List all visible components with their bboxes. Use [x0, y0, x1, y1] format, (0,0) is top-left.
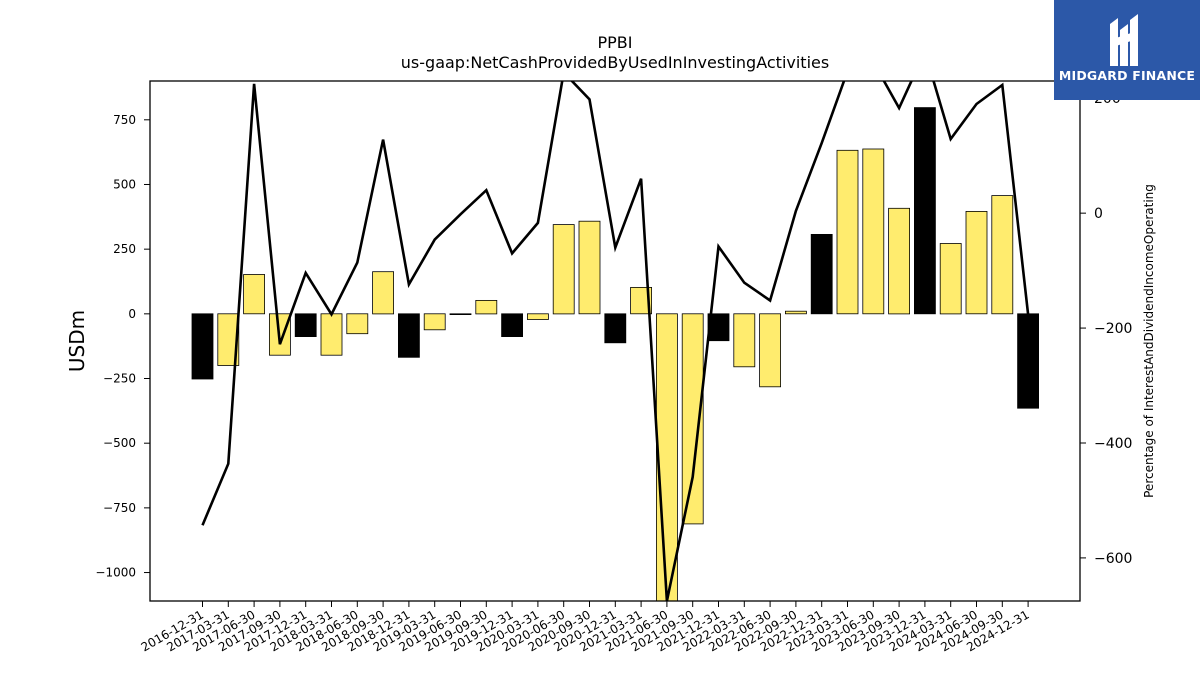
line-path [201, 81, 1030, 601]
y-tick-label: −250 [103, 372, 136, 386]
y-tick-label: 750 [113, 113, 136, 127]
bar-2017-03-31 [217, 313, 240, 366]
y2-tick-label: −400 [1094, 436, 1132, 452]
bar-2024-03-31 [939, 243, 962, 315]
bar-2017-06-30 [243, 274, 266, 315]
bar-series [191, 107, 1039, 601]
y2-tick-label: −600 [1094, 551, 1132, 567]
bar-2022-03-31 [733, 313, 756, 368]
bar-2022-09-30 [785, 310, 807, 315]
y-tick-label: −750 [103, 501, 136, 515]
y2-axis-label: Percentage of InterestAndDividendIncomeO… [1142, 184, 1156, 498]
bar-2020-09-30 [578, 220, 601, 315]
bar-2018-06-30 [346, 313, 369, 335]
chart-title: PPBI [598, 33, 633, 52]
line-series [201, 81, 1030, 601]
bar-2018-12-31 [397, 313, 420, 358]
y-tick-label: 500 [113, 177, 136, 191]
bar-2024-12-31 [1017, 313, 1039, 409]
y-tick-label: 250 [113, 242, 136, 256]
bar-2019-12-31 [501, 313, 524, 337]
y2-tick-label: 0 [1094, 206, 1103, 222]
bar-2022-12-31 [810, 233, 833, 315]
y-tick-label: −500 [103, 436, 136, 450]
bar-2019-03-31 [423, 313, 446, 331]
bar-2019-06-30 [449, 313, 472, 315]
bar-2020-03-31 [527, 313, 549, 320]
y-axis-label: USDm [65, 310, 89, 372]
bar-2020-12-31 [604, 313, 627, 344]
bar-2024-06-30 [965, 210, 988, 315]
bar-2023-09-30 [888, 207, 910, 315]
chart-subtitle: us-gaap:NetCashProvidedByUsedInInvesting… [401, 53, 829, 72]
bar-2017-12-31 [294, 313, 317, 337]
bar-2019-09-30 [475, 299, 498, 315]
watermark-logo: MIDGARD FINANCE [1054, 0, 1200, 100]
bar-2016-12-31 [191, 313, 214, 380]
x-axis: 2016-12-312017-03-312017-06-302017-09-30… [139, 601, 1032, 654]
bar-2021-09-30 [681, 313, 704, 525]
bar-2018-03-31 [320, 313, 343, 356]
bar-2021-12-31 [707, 313, 730, 342]
y-axis-right: −600−400−2000200 [1080, 91, 1132, 567]
bar-2021-03-31 [630, 286, 652, 315]
bar-2020-06-30 [552, 224, 575, 315]
y-axis-left: −1000 −750 −500 −250 0 250 500 750 [95, 113, 150, 580]
y2-tick-label: −200 [1094, 321, 1132, 337]
logo-text: MIDGARD FINANCE [1058, 68, 1196, 83]
bar-2018-09-30 [372, 271, 395, 315]
bar-2022-06-30 [759, 313, 781, 388]
bar-2023-06-30 [862, 148, 885, 315]
bar-2024-09-30 [991, 195, 1014, 315]
bar-2023-12-31 [914, 107, 936, 315]
y-tick-label: 0 [128, 307, 136, 321]
bar-2021-06-30 [656, 313, 678, 601]
bar-2023-03-31 [836, 149, 859, 315]
y-tick-label: −1000 [95, 566, 136, 580]
logo-mark-icon [1110, 14, 1138, 66]
